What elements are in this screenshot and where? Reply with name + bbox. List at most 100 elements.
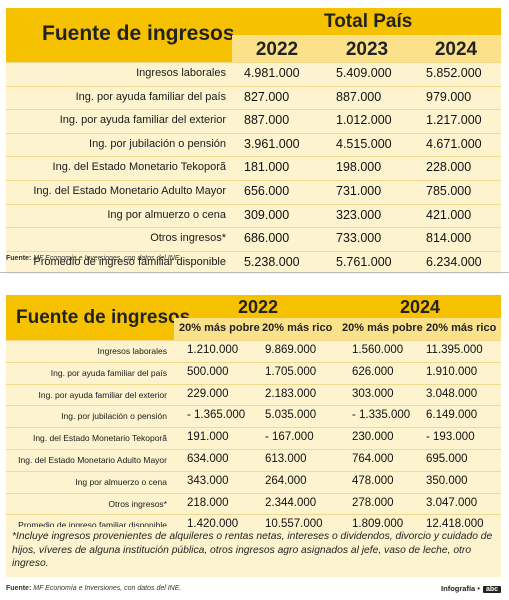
cell-value: - 1.365.000: [187, 409, 246, 422]
group-label: Total País: [324, 11, 413, 32]
row-label: Ingresos laborales: [97, 346, 167, 356]
cell-value: 303.000: [352, 387, 394, 400]
cell-value: 887.000: [336, 89, 382, 104]
cell-value: 887.000: [244, 113, 290, 128]
table-row: Ing por almuerzo o cena 309.000 323.000 …: [6, 203, 501, 228]
header-label: Fuente de ingresos: [16, 307, 191, 328]
cell-value: 191.000: [187, 431, 229, 444]
cell-value: 6.234.000: [426, 254, 482, 269]
cell-value: 264.000: [265, 474, 307, 487]
year-2024-header: 2024: [400, 297, 441, 317]
row-label: Ing. del Estado Monetario Tekoporã: [32, 433, 167, 444]
row-label: Ing por almuerzo o cena: [75, 476, 167, 487]
cell-value: 827.000: [244, 89, 290, 104]
subheader-richest-2022: 20% más rico: [262, 322, 333, 334]
subheader-richest-2024: 20% más rico: [426, 322, 497, 334]
cell-value: 343.000: [187, 474, 229, 487]
row-label: Ing. del Estado Monetario Tekoporã: [52, 161, 226, 174]
table-row: Ingresos laborales 4.981.000 5.409.000 5…: [6, 62, 501, 86]
source-text: MF Economía e Inversiones, con datos del…: [33, 255, 182, 262]
credit-text: Infografía •: [441, 584, 480, 593]
source-note: Fuente: MF Economía e Inversiones, con d…: [6, 585, 181, 592]
table-row: Ing. del Estado Monetario Tekoporã 181.0…: [6, 156, 501, 180]
cell-value: 278.000: [352, 496, 394, 509]
table-row: Ingresos laborales 1.210.000 9.869.000 1…: [6, 340, 501, 362]
table-row: Ing. por ayuda familiar del exterior 229…: [6, 383, 501, 406]
cell-value: - 193.000: [426, 431, 475, 444]
cell-value: 2.344.000: [265, 496, 317, 509]
infographic-credit: Infografía • abc: [441, 584, 501, 593]
cell-value: 613.000: [265, 452, 307, 465]
table-row: Promedio de ingreso familiar disponible …: [6, 250, 501, 275]
cell-value: 500.000: [187, 365, 229, 378]
header-label: Fuente de ingresos: [42, 22, 235, 45]
cell-value: 695.000: [426, 452, 468, 465]
cell-value: 1.560.000: [352, 344, 404, 356]
table-body: Ingresos laborales 4.981.000 5.409.000 5…: [6, 62, 501, 275]
table-row: Ing. por jubilación o pensión 3.961.000 …: [6, 132, 501, 157]
cell-value: 3.961.000: [244, 136, 300, 151]
cell-value: 1.705.000: [265, 365, 317, 378]
row-label: Ing. del Estado Monetario Adulto Mayor: [33, 184, 226, 197]
cell-value: 5.409.000: [336, 66, 392, 80]
cell-value: 5.761.000: [336, 254, 392, 269]
row-label: Ingresos laborales: [136, 67, 226, 79]
source-label: Fuente:: [6, 585, 32, 592]
table-header: Fuente de ingresos 2022 2024 20% más pob…: [6, 295, 501, 340]
source-label: Fuente:: [6, 255, 32, 262]
cell-value: 230.000: [352, 431, 394, 444]
cell-value: 218.000: [187, 496, 229, 509]
cell-value: 1.012.000: [336, 113, 392, 128]
cell-value: 686.000: [244, 231, 290, 246]
row-label: Promedio de ingreso familiar disponible: [33, 255, 226, 268]
income-table-total: Fuente de ingresos Total País 2022 2023 …: [6, 8, 501, 275]
cell-value: 323.000: [336, 207, 382, 222]
row-label: Ing. por ayuda familiar del exterior: [59, 114, 226, 127]
cell-value: 198.000: [336, 160, 382, 175]
table-row: Ing. por ayuda familiar del país 500.000…: [6, 361, 501, 384]
table-row: Otros ingresos* 686.000 733.000 814.000: [6, 227, 501, 251]
cell-value: 229.000: [187, 387, 229, 400]
year-2023-header: 2023: [345, 39, 389, 60]
cell-value: 5.238.000: [244, 254, 300, 269]
cell-value: 634.000: [187, 452, 229, 465]
footnote-text: *Incluye ingresos provenientes de alquil…: [12, 531, 493, 569]
subheader-band: 20% más pobre 20% más rico 20% más pobre…: [174, 318, 501, 340]
row-label: Promedio de ingreso familiar disponible: [18, 520, 167, 531]
cell-value: 421.000: [426, 207, 472, 222]
cell-value: 764.000: [352, 452, 394, 465]
cell-value: 979.000: [426, 89, 472, 104]
table-header: Fuente de ingresos Total País 2022 2023 …: [6, 8, 501, 62]
table-row: Ing. por ayuda familiar del exterior 887…: [6, 109, 501, 133]
cell-value: 1.210.000: [187, 344, 239, 356]
row-label: Ing. por ayuda familiar del país: [75, 90, 226, 103]
row-label: Ing. por ayuda familiar del país: [50, 367, 167, 378]
row-label: Ing. por jubilación o pensión: [61, 411, 167, 422]
row-label: Otros ingresos*: [150, 232, 226, 245]
table-row: Ing. del Estado Monetario Adulto Mayor 6…: [6, 179, 501, 204]
cell-value: 656.000: [244, 183, 290, 198]
cell-value: 478.000: [352, 474, 394, 487]
cell-value: 6.149.000: [426, 409, 478, 422]
table-row: Ing por almuerzo o cena 343.000 264.000 …: [6, 470, 501, 493]
section-divider: [0, 272, 509, 273]
source-note: Fuente: MF Economía e Inversiones, con d…: [6, 255, 181, 262]
cell-value: 228.000: [426, 160, 472, 175]
cell-value: 733.000: [336, 231, 382, 246]
table-row: Ing. por ayuda familiar del país 827.000…: [6, 85, 501, 110]
row-label: Ing. del Estado Monetario Adulto Mayor: [18, 454, 167, 465]
year-2022-header: 2022: [238, 297, 279, 317]
row-label: Ing. por jubilación o pensión: [89, 137, 226, 150]
source-text: MF Economía e Inversiones, con datos del…: [33, 585, 182, 592]
cell-value: 3.047.000: [426, 496, 478, 509]
cell-value: 309.000: [244, 207, 290, 222]
cell-value: 731.000: [336, 183, 382, 198]
cell-value: 1.910.000: [426, 365, 478, 378]
cell-value: 4.671.000: [426, 136, 482, 151]
cell-value: 785.000: [426, 183, 472, 198]
table-row: Ing. por jubilación o pensión - 1.365.00…: [6, 405, 501, 427]
subheader-poorest-2024: 20% más pobre: [342, 322, 423, 334]
footnote-panel: *Incluye ingresos provenientes de alquil…: [6, 527, 501, 577]
cell-value: 9.869.000: [265, 344, 317, 356]
cell-value: 5.852.000: [426, 66, 482, 80]
